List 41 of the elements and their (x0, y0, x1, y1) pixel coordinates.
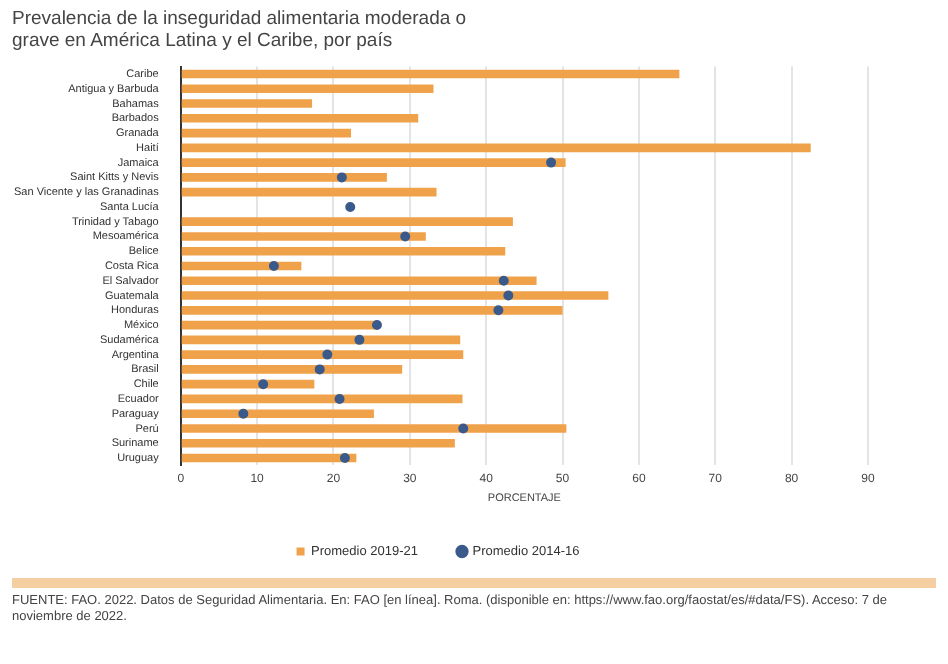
bar (181, 172, 387, 182)
bar (181, 69, 680, 78)
bar (181, 394, 463, 403)
point (334, 393, 345, 404)
point (258, 378, 269, 389)
bar (181, 320, 377, 329)
bar (181, 128, 352, 137)
bar (181, 276, 537, 285)
point (546, 157, 557, 168)
bar (181, 246, 506, 256)
point (458, 423, 469, 434)
bar (181, 84, 434, 93)
point (336, 171, 347, 182)
point (268, 260, 279, 271)
point (354, 334, 365, 345)
bar (181, 187, 437, 197)
point (322, 349, 333, 360)
point (503, 290, 514, 301)
bar (181, 364, 403, 374)
point (371, 319, 382, 330)
bar (181, 408, 374, 418)
bar (181, 113, 419, 123)
bar (181, 423, 567, 433)
point (493, 304, 504, 315)
point (498, 275, 509, 286)
bar (181, 305, 563, 315)
bar (181, 157, 566, 167)
bar (181, 143, 811, 152)
point (400, 231, 411, 242)
point (238, 408, 249, 419)
bar (181, 216, 513, 226)
bar (181, 349, 464, 359)
point (339, 452, 350, 463)
chart-title: Prevalencia de la inseguridad alimentaria moderada o grave en América Latina y el Caribe, por país (10, 6, 469, 54)
bar (181, 290, 609, 300)
bar (181, 335, 461, 344)
bar (181, 438, 455, 448)
bar (181, 98, 313, 108)
point (314, 363, 325, 374)
bar (181, 231, 426, 241)
point (345, 201, 356, 212)
